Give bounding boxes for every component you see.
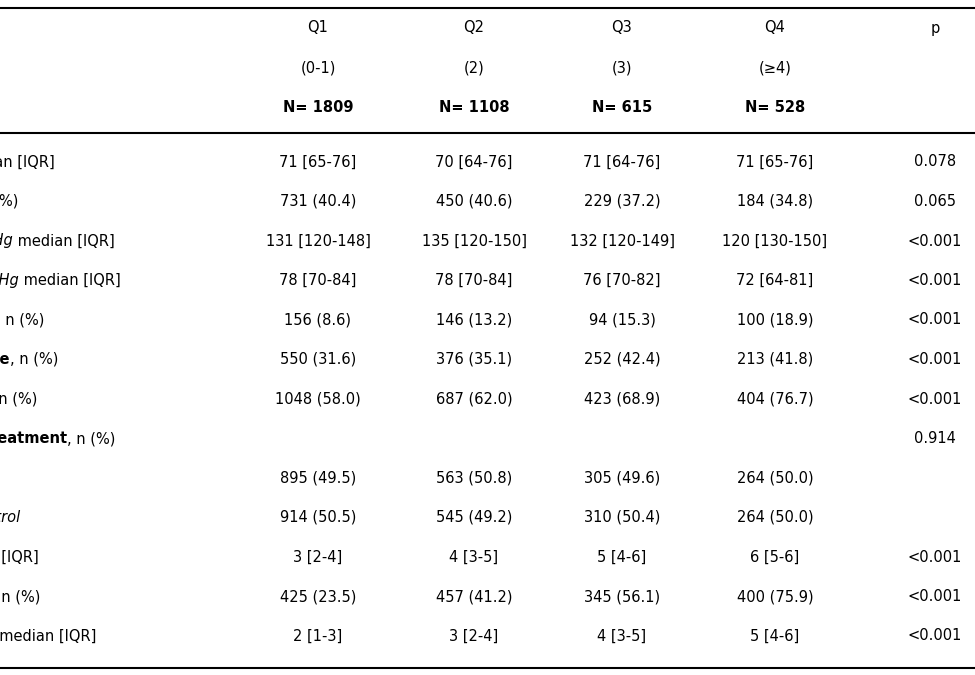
Text: 550 (31.6): 550 (31.6) [280, 352, 356, 367]
Text: , n (%): , n (%) [0, 194, 18, 209]
Text: 78 [70-84]: 78 [70-84] [279, 273, 357, 288]
Text: 563 (50.8): 563 (50.8) [436, 470, 512, 485]
Text: 305 (49.6): 305 (49.6) [584, 470, 660, 485]
Text: 0.065: 0.065 [914, 194, 956, 209]
Text: 71 [64-76]: 71 [64-76] [583, 155, 661, 169]
Text: Rhythm Control: Rhythm Control [0, 510, 20, 525]
Text: 135 [120-150]: 135 [120-150] [421, 234, 526, 248]
Text: (2): (2) [464, 61, 485, 76]
Text: 78 [70-84]: 78 [70-84] [435, 273, 513, 288]
Text: 76 [70-82]: 76 [70-82] [583, 273, 661, 288]
Text: <0.001: <0.001 [908, 273, 962, 288]
Text: median [IQR]: median [IQR] [20, 273, 121, 288]
Text: 264 (50.0): 264 (50.0) [737, 470, 813, 485]
Text: 132 [120-149]: 132 [120-149] [569, 234, 675, 248]
Text: mmHg: mmHg [0, 234, 13, 248]
Text: <0.001: <0.001 [908, 549, 962, 564]
Text: 72 [64-81]: 72 [64-81] [736, 273, 813, 288]
Text: <0.001: <0.001 [908, 234, 962, 248]
Text: (≥4): (≥4) [759, 61, 792, 76]
Text: 120 [130-150]: 120 [130-150] [722, 234, 828, 248]
Text: 5 [4-6]: 5 [4-6] [751, 628, 799, 643]
Text: Q1: Q1 [307, 20, 329, 36]
Text: 310 (50.4): 310 (50.4) [584, 510, 660, 525]
Text: median [IQR]: median [IQR] [0, 155, 55, 169]
Text: Q4: Q4 [764, 20, 786, 36]
Text: 264 (50.0): 264 (50.0) [737, 510, 813, 525]
Text: mmHg: mmHg [0, 273, 20, 288]
Text: Randomized Treatment: Randomized Treatment [0, 431, 67, 446]
Text: N= 528: N= 528 [745, 101, 805, 115]
Text: 3 [2-4]: 3 [2-4] [293, 549, 342, 564]
Text: median [IQR]: median [IQR] [0, 549, 39, 564]
Text: Q3: Q3 [611, 20, 633, 36]
Text: , median [IQR]: , median [IQR] [0, 628, 97, 643]
Text: 229 (37.2): 229 (37.2) [584, 194, 660, 209]
Text: 131 [120-148]: 131 [120-148] [265, 234, 370, 248]
Text: median [IQR]: median [IQR] [13, 234, 115, 248]
Text: 687 (62.0): 687 (62.0) [436, 392, 512, 406]
Text: 914 (50.5): 914 (50.5) [280, 510, 356, 525]
Text: 4 [3-5]: 4 [3-5] [449, 549, 498, 564]
Text: (0-1): (0-1) [300, 61, 335, 76]
Text: N= 1108: N= 1108 [439, 101, 509, 115]
Text: , n (%): , n (%) [0, 392, 38, 406]
Text: <0.001: <0.001 [908, 313, 962, 327]
Text: 4 [3-5]: 4 [3-5] [598, 628, 646, 643]
Text: 213 (41.8): 213 (41.8) [737, 352, 813, 367]
Text: 345 (56.1): 345 (56.1) [584, 589, 660, 604]
Text: 2 [1-3]: 2 [1-3] [293, 628, 342, 643]
Text: 0.914: 0.914 [915, 431, 956, 446]
Text: 400 (75.9): 400 (75.9) [737, 589, 813, 604]
Text: 156 (8.6): 156 (8.6) [285, 313, 352, 327]
Text: 376 (35.1): 376 (35.1) [436, 352, 512, 367]
Text: 450 (40.6): 450 (40.6) [436, 194, 512, 209]
Text: N= 615: N= 615 [592, 101, 652, 115]
Text: N= 1809: N= 1809 [283, 101, 353, 115]
Text: Q2: Q2 [463, 20, 485, 36]
Text: 71 [65-76]: 71 [65-76] [280, 155, 357, 169]
Text: 3 [2-4]: 3 [2-4] [449, 628, 498, 643]
Text: 146 (13.2): 146 (13.2) [436, 313, 512, 327]
Text: (3): (3) [611, 61, 632, 76]
Text: 1048 (58.0): 1048 (58.0) [275, 392, 361, 406]
Text: 252 (42.4): 252 (42.4) [584, 352, 660, 367]
Text: 404 (76.7): 404 (76.7) [737, 392, 813, 406]
Text: 457 (41.2): 457 (41.2) [436, 589, 512, 604]
Text: <0.001: <0.001 [908, 392, 962, 406]
Text: , n (%): , n (%) [0, 589, 40, 604]
Text: p: p [930, 20, 940, 36]
Text: 100 (18.9): 100 (18.9) [737, 313, 813, 327]
Text: First AF Episode: First AF Episode [0, 352, 10, 367]
Text: 6 [5-6]: 6 [5-6] [751, 549, 799, 564]
Text: 895 (49.5): 895 (49.5) [280, 470, 356, 485]
Text: , n (%): , n (%) [67, 431, 115, 446]
Text: 423 (68.9): 423 (68.9) [584, 392, 660, 406]
Text: <0.001: <0.001 [908, 589, 962, 604]
Text: 545 (49.2): 545 (49.2) [436, 510, 512, 525]
Text: , n (%): , n (%) [0, 313, 45, 327]
Text: <0.001: <0.001 [908, 628, 962, 643]
Text: 425 (23.5): 425 (23.5) [280, 589, 356, 604]
Text: 184 (34.8): 184 (34.8) [737, 194, 813, 209]
Text: 70 [64-76]: 70 [64-76] [435, 155, 513, 169]
Text: , n (%): , n (%) [10, 352, 58, 367]
Text: <0.001: <0.001 [908, 352, 962, 367]
Text: 94 (15.3): 94 (15.3) [589, 313, 655, 327]
Text: 731 (40.4): 731 (40.4) [280, 194, 356, 209]
Text: 5 [4-6]: 5 [4-6] [598, 549, 646, 564]
Text: 71 [65-76]: 71 [65-76] [736, 155, 813, 169]
Text: 0.078: 0.078 [914, 155, 956, 169]
